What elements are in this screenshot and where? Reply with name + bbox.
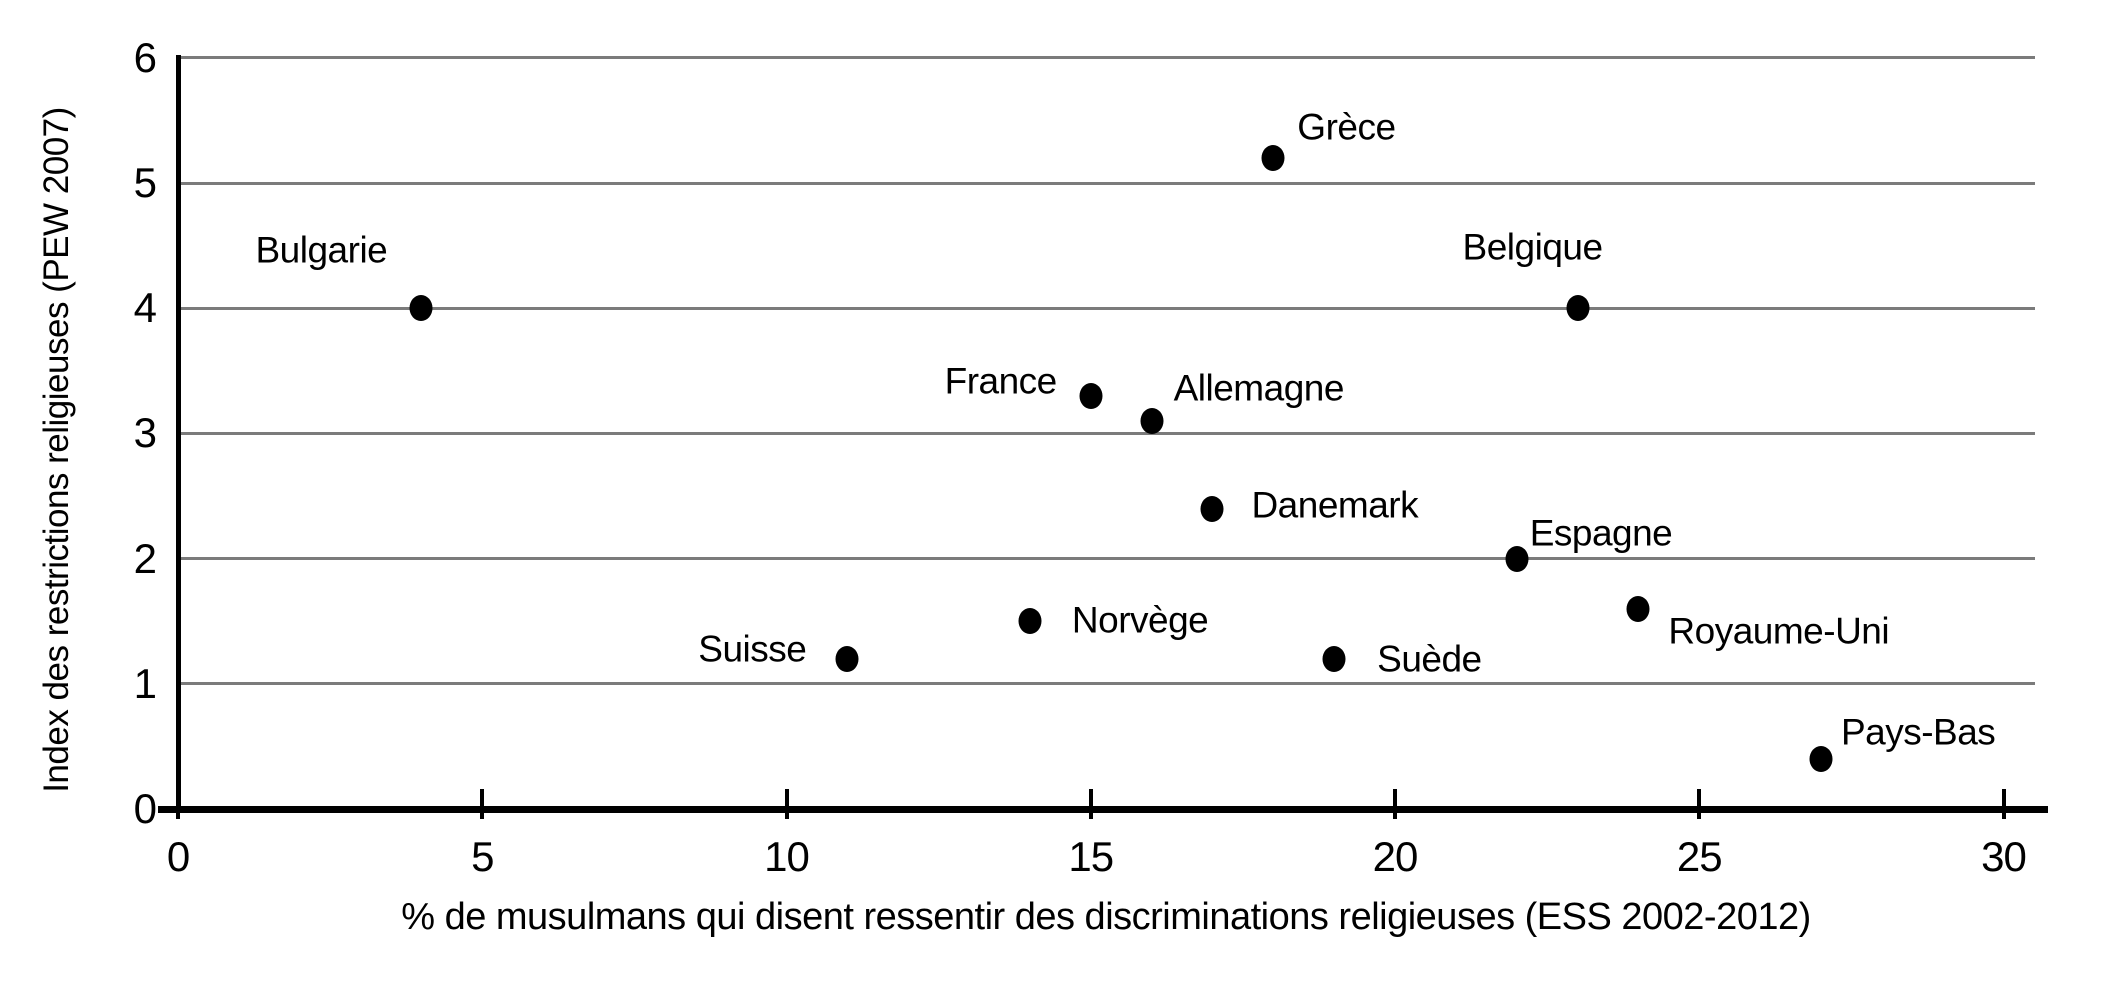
- x-tick-mark-0: [176, 789, 180, 819]
- x-tick-mark-5: [480, 789, 485, 819]
- data-point-norvege: [1018, 608, 1042, 635]
- data-point-belgique: [1566, 295, 1590, 322]
- gridline-y-3: [178, 431, 2035, 435]
- x-tick-mark-25: [1697, 789, 1702, 819]
- data-point-espagne: [1505, 545, 1529, 572]
- y-tick-label-5: 5: [133, 159, 157, 207]
- gridline-y-6: [178, 56, 2035, 60]
- data-point-royaume-uni: [1626, 595, 1650, 622]
- data-point-danemark: [1200, 495, 1224, 522]
- x-tick-label-5: 5: [471, 833, 494, 880]
- y-tick-label-3: 3: [133, 409, 157, 457]
- data-point-label-pays-bas: Pays-Bas: [1840, 711, 1996, 753]
- data-point-label-grece: Grèce: [1297, 106, 1396, 148]
- x-tick-label-0: 0: [166, 833, 190, 880]
- data-point-label-norvege: Norvège: [1071, 599, 1209, 641]
- x-tick-label-15: 15: [1068, 833, 1114, 880]
- data-point-bulgarie: [409, 295, 433, 322]
- data-point-allemagne: [1140, 407, 1164, 434]
- x-tick-label-25: 25: [1676, 833, 1723, 880]
- x-tick-label-20: 20: [1372, 833, 1419, 880]
- gridline-y-1: [178, 682, 2035, 686]
- gridline-y-2: [178, 557, 2035, 561]
- data-point-label-france: France: [944, 360, 1058, 402]
- data-point-grece: [1261, 145, 1285, 172]
- x-tick-mark-30: [2001, 789, 2006, 819]
- y-tick-label-6: 6: [133, 33, 157, 81]
- x-tick-label-30: 30: [1981, 833, 2027, 880]
- x-tick-mark-15: [1088, 789, 1093, 819]
- y-axis: [175, 55, 181, 812]
- y-tick-label-0: 0: [133, 785, 157, 832]
- data-point-suisse: [835, 645, 859, 672]
- data-point-label-belgique: Belgique: [1462, 226, 1604, 268]
- data-point-pays-bas: [1809, 745, 1833, 772]
- y-tick-label-2: 2: [133, 534, 157, 582]
- y-tick-label-1: 1: [133, 659, 157, 707]
- data-point-label-suisse: Suisse: [698, 628, 807, 670]
- data-point-label-royaume-uni: Royaume-Uni: [1668, 610, 1890, 652]
- x-axis-title: % de musulmans qui disent ressentir des …: [401, 896, 1811, 938]
- x-tick-mark-20: [1393, 789, 1397, 819]
- data-point-label-danemark: Danemark: [1251, 484, 1419, 526]
- x-axis: [158, 805, 2048, 813]
- data-point-label-espagne: Espagne: [1529, 512, 1673, 554]
- gridline-y-4: [178, 306, 2035, 310]
- data-point-label-suede: Suède: [1377, 638, 1482, 680]
- gridline-y-5: [178, 181, 2035, 185]
- data-point-france: [1079, 382, 1103, 409]
- data-point-label-bulgarie: Bulgarie: [255, 229, 388, 271]
- y-axis-title: Index des restrictions religieuses (PEW …: [37, 107, 76, 793]
- data-point-label-allemagne: Allemagne: [1173, 367, 1345, 409]
- data-point-suede: [1322, 645, 1346, 672]
- x-tick-mark-10: [784, 789, 789, 819]
- y-tick-label-4: 4: [133, 284, 157, 332]
- x-tick-label-10: 10: [764, 833, 810, 880]
